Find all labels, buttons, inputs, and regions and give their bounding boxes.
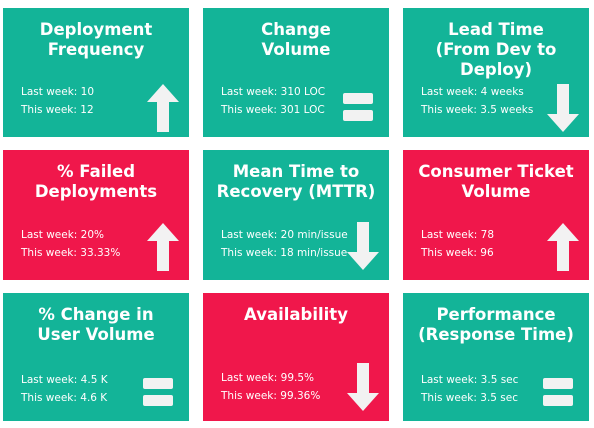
card-title: Performance (Response Time) [403, 305, 589, 345]
card-title: % Change in User Volume [3, 305, 189, 345]
arrow-up-icon [547, 223, 579, 271]
card-title-line: Recovery (MTTR) [216, 182, 376, 201]
this-week-value: This week: 18 min/issue [221, 247, 348, 259]
arrow-up-icon [147, 84, 179, 132]
card-title-line: Deployment [39, 20, 153, 39]
last-week-value: Last week: 310 LOC [221, 86, 326, 98]
card-stats: Last week: 3.5 sec This week: 3.5 sec [421, 371, 518, 407]
card-change-in-user-volume: % Change in User Volume Last week: 4.5 K… [3, 293, 189, 421]
card-title: Availability [203, 305, 389, 325]
last-week-value: Last week: 78 [421, 229, 495, 241]
last-week-value: Last week: 3.5 sec [421, 374, 519, 386]
card-title-line: (From Dev to Deploy) [435, 40, 557, 79]
card-title-line: Availability [244, 305, 348, 324]
last-week-value: Last week: 4.5 K [21, 374, 108, 386]
last-week-value: Last week: 4 weeks [421, 86, 524, 98]
card-title-line: User Volume [37, 325, 155, 344]
card-title-line: % Change in [38, 305, 154, 324]
card-title: Consumer Ticket Volume [403, 162, 589, 202]
card-availability: Availability Last week: 99.5% This week:… [203, 293, 389, 421]
card-stats: Last week: 99.5% This week: 99.36% [221, 369, 320, 405]
this-week-value: This week: 12 [21, 104, 94, 116]
card-title-line: Volume [461, 182, 531, 201]
arrow-down-icon [347, 222, 379, 270]
card-title: % Failed Deployments [3, 162, 189, 202]
card-title-line: Volume [261, 40, 331, 59]
last-week-value: Last week: 99.5% [221, 372, 315, 384]
card-title-line: (Response Time) [418, 325, 574, 344]
card-performance: Performance (Response Time) Last week: 3… [403, 293, 589, 421]
arrow-down-icon [547, 84, 579, 132]
card-lead-time: Lead Time (From Dev to Deploy) Last week… [403, 8, 589, 137]
equals-icon [143, 375, 173, 409]
card-consumer-ticket-volume: Consumer Ticket Volume Last week: 78 Thi… [403, 150, 589, 280]
equals-icon [543, 375, 573, 409]
card-failed-deployments: % Failed Deployments Last week: 20% This… [3, 150, 189, 280]
card-stats: Last week: 4.5 K This week: 4.6 K [21, 371, 108, 407]
card-title: Change Volume [203, 20, 389, 60]
card-title: Lead Time (From Dev to Deploy) [403, 20, 589, 80]
card-stats: Last week: 78 This week: 96 [421, 226, 494, 262]
card-title-line: Performance [436, 305, 556, 324]
this-week-value: This week: 4.6 K [21, 392, 108, 404]
card-title-line: Consumer Ticket [418, 162, 574, 181]
this-week-value: This week: 99.36% [221, 390, 321, 402]
card-title: Deployment Frequency [3, 20, 189, 60]
card-stats: Last week: 20 min/issue This week: 18 mi… [221, 226, 348, 262]
this-week-value: This week: 3.5 weeks [421, 104, 534, 116]
card-title-line: Mean Time to [232, 162, 360, 181]
card-title: Mean Time to Recovery (MTTR) [203, 162, 389, 202]
card-deployment-frequency: Deployment Frequency Last week: 10 This … [3, 8, 189, 137]
last-week-value: Last week: 20% [21, 229, 105, 241]
card-mttr: Mean Time to Recovery (MTTR) Last week: … [203, 150, 389, 280]
this-week-value: This week: 33.33% [21, 247, 121, 259]
card-change-volume: Change Volume Last week: 310 LOC This we… [203, 8, 389, 137]
card-stats: Last week: 4 weeks This week: 3.5 weeks [421, 83, 533, 119]
arrow-down-icon [347, 363, 379, 411]
this-week-value: This week: 96 [421, 247, 494, 259]
card-title-line: Deployments [34, 182, 158, 201]
card-title-line: Lead Time [448, 20, 544, 39]
card-title-line: Change [261, 20, 331, 39]
card-stats: Last week: 310 LOC This week: 301 LOC [221, 83, 325, 119]
last-week-value: Last week: 10 [21, 86, 95, 98]
this-week-value: This week: 3.5 sec [421, 392, 518, 404]
card-stats: Last week: 20% This week: 33.33% [21, 226, 120, 262]
equals-icon [343, 90, 373, 124]
arrow-up-icon [147, 223, 179, 271]
this-week-value: This week: 301 LOC [221, 104, 325, 116]
card-title-line: % Failed [56, 162, 136, 181]
card-title-line: Frequency [47, 40, 145, 59]
last-week-value: Last week: 20 min/issue [221, 229, 348, 241]
card-stats: Last week: 10 This week: 12 [21, 83, 94, 119]
